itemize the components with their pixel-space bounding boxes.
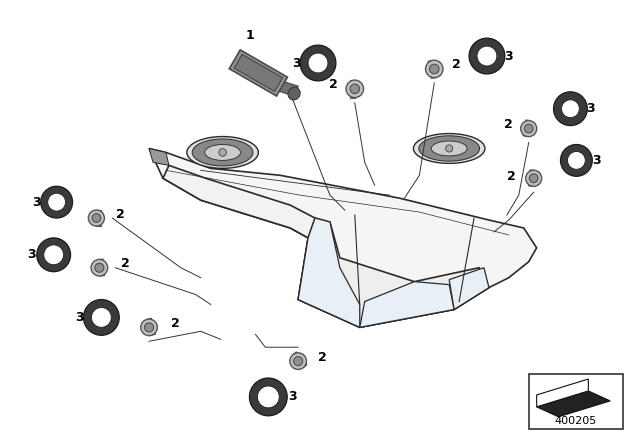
FancyBboxPatch shape <box>529 374 623 429</box>
Polygon shape <box>360 282 454 327</box>
Text: 3: 3 <box>592 154 600 167</box>
Text: 2: 2 <box>328 78 337 91</box>
Ellipse shape <box>524 124 533 133</box>
Text: 3: 3 <box>586 102 595 115</box>
Text: 1: 1 <box>246 29 255 42</box>
Circle shape <box>561 145 592 177</box>
Polygon shape <box>234 54 283 91</box>
Circle shape <box>469 38 505 74</box>
Circle shape <box>561 100 579 118</box>
Polygon shape <box>99 259 104 276</box>
Circle shape <box>300 45 336 81</box>
Circle shape <box>308 53 328 73</box>
Circle shape <box>48 193 65 211</box>
Text: 3: 3 <box>504 50 513 63</box>
Polygon shape <box>147 318 156 336</box>
Polygon shape <box>163 165 315 238</box>
Ellipse shape <box>419 136 479 161</box>
Text: 2: 2 <box>121 257 129 270</box>
Text: 2: 2 <box>317 351 326 364</box>
Polygon shape <box>428 60 436 78</box>
Circle shape <box>250 378 287 416</box>
Ellipse shape <box>525 170 541 186</box>
Polygon shape <box>149 148 169 165</box>
Text: 3: 3 <box>28 248 36 261</box>
Ellipse shape <box>88 210 104 226</box>
Circle shape <box>36 238 70 271</box>
Circle shape <box>477 46 497 66</box>
Ellipse shape <box>529 174 538 183</box>
Ellipse shape <box>192 139 253 166</box>
Text: 3: 3 <box>33 196 41 209</box>
Ellipse shape <box>429 64 439 74</box>
Circle shape <box>445 145 452 152</box>
Ellipse shape <box>205 145 241 160</box>
Circle shape <box>219 149 227 156</box>
Text: 2: 2 <box>504 118 513 131</box>
Ellipse shape <box>288 87 300 100</box>
Polygon shape <box>149 148 537 327</box>
Text: 3: 3 <box>292 56 300 69</box>
Polygon shape <box>537 391 610 417</box>
Polygon shape <box>523 120 530 137</box>
Circle shape <box>554 92 588 125</box>
Text: 2: 2 <box>170 317 179 330</box>
Ellipse shape <box>92 214 100 222</box>
Ellipse shape <box>350 84 360 94</box>
Ellipse shape <box>346 80 364 98</box>
Text: 2: 2 <box>116 207 125 220</box>
Polygon shape <box>97 210 100 226</box>
Ellipse shape <box>187 137 259 168</box>
Ellipse shape <box>290 353 307 370</box>
Polygon shape <box>298 218 489 327</box>
Ellipse shape <box>521 121 537 137</box>
Circle shape <box>44 245 63 265</box>
Ellipse shape <box>426 60 443 78</box>
Polygon shape <box>529 170 534 186</box>
Ellipse shape <box>413 134 485 164</box>
Circle shape <box>257 386 279 408</box>
Circle shape <box>92 307 111 327</box>
Text: 2: 2 <box>508 170 516 183</box>
Polygon shape <box>279 82 298 96</box>
Text: 3: 3 <box>288 390 296 403</box>
Polygon shape <box>292 352 307 367</box>
Text: 400205: 400205 <box>555 416 597 426</box>
Text: 3: 3 <box>75 311 84 324</box>
Polygon shape <box>350 80 355 98</box>
Polygon shape <box>229 50 287 96</box>
Ellipse shape <box>431 141 467 156</box>
Text: 2: 2 <box>452 59 461 72</box>
Polygon shape <box>298 218 360 327</box>
Ellipse shape <box>141 319 157 336</box>
Circle shape <box>568 151 586 169</box>
Ellipse shape <box>294 357 303 366</box>
Polygon shape <box>449 268 489 310</box>
Ellipse shape <box>145 323 154 332</box>
Ellipse shape <box>95 263 104 272</box>
Ellipse shape <box>91 259 108 276</box>
Circle shape <box>41 186 72 218</box>
Circle shape <box>83 300 119 335</box>
Polygon shape <box>537 379 588 407</box>
